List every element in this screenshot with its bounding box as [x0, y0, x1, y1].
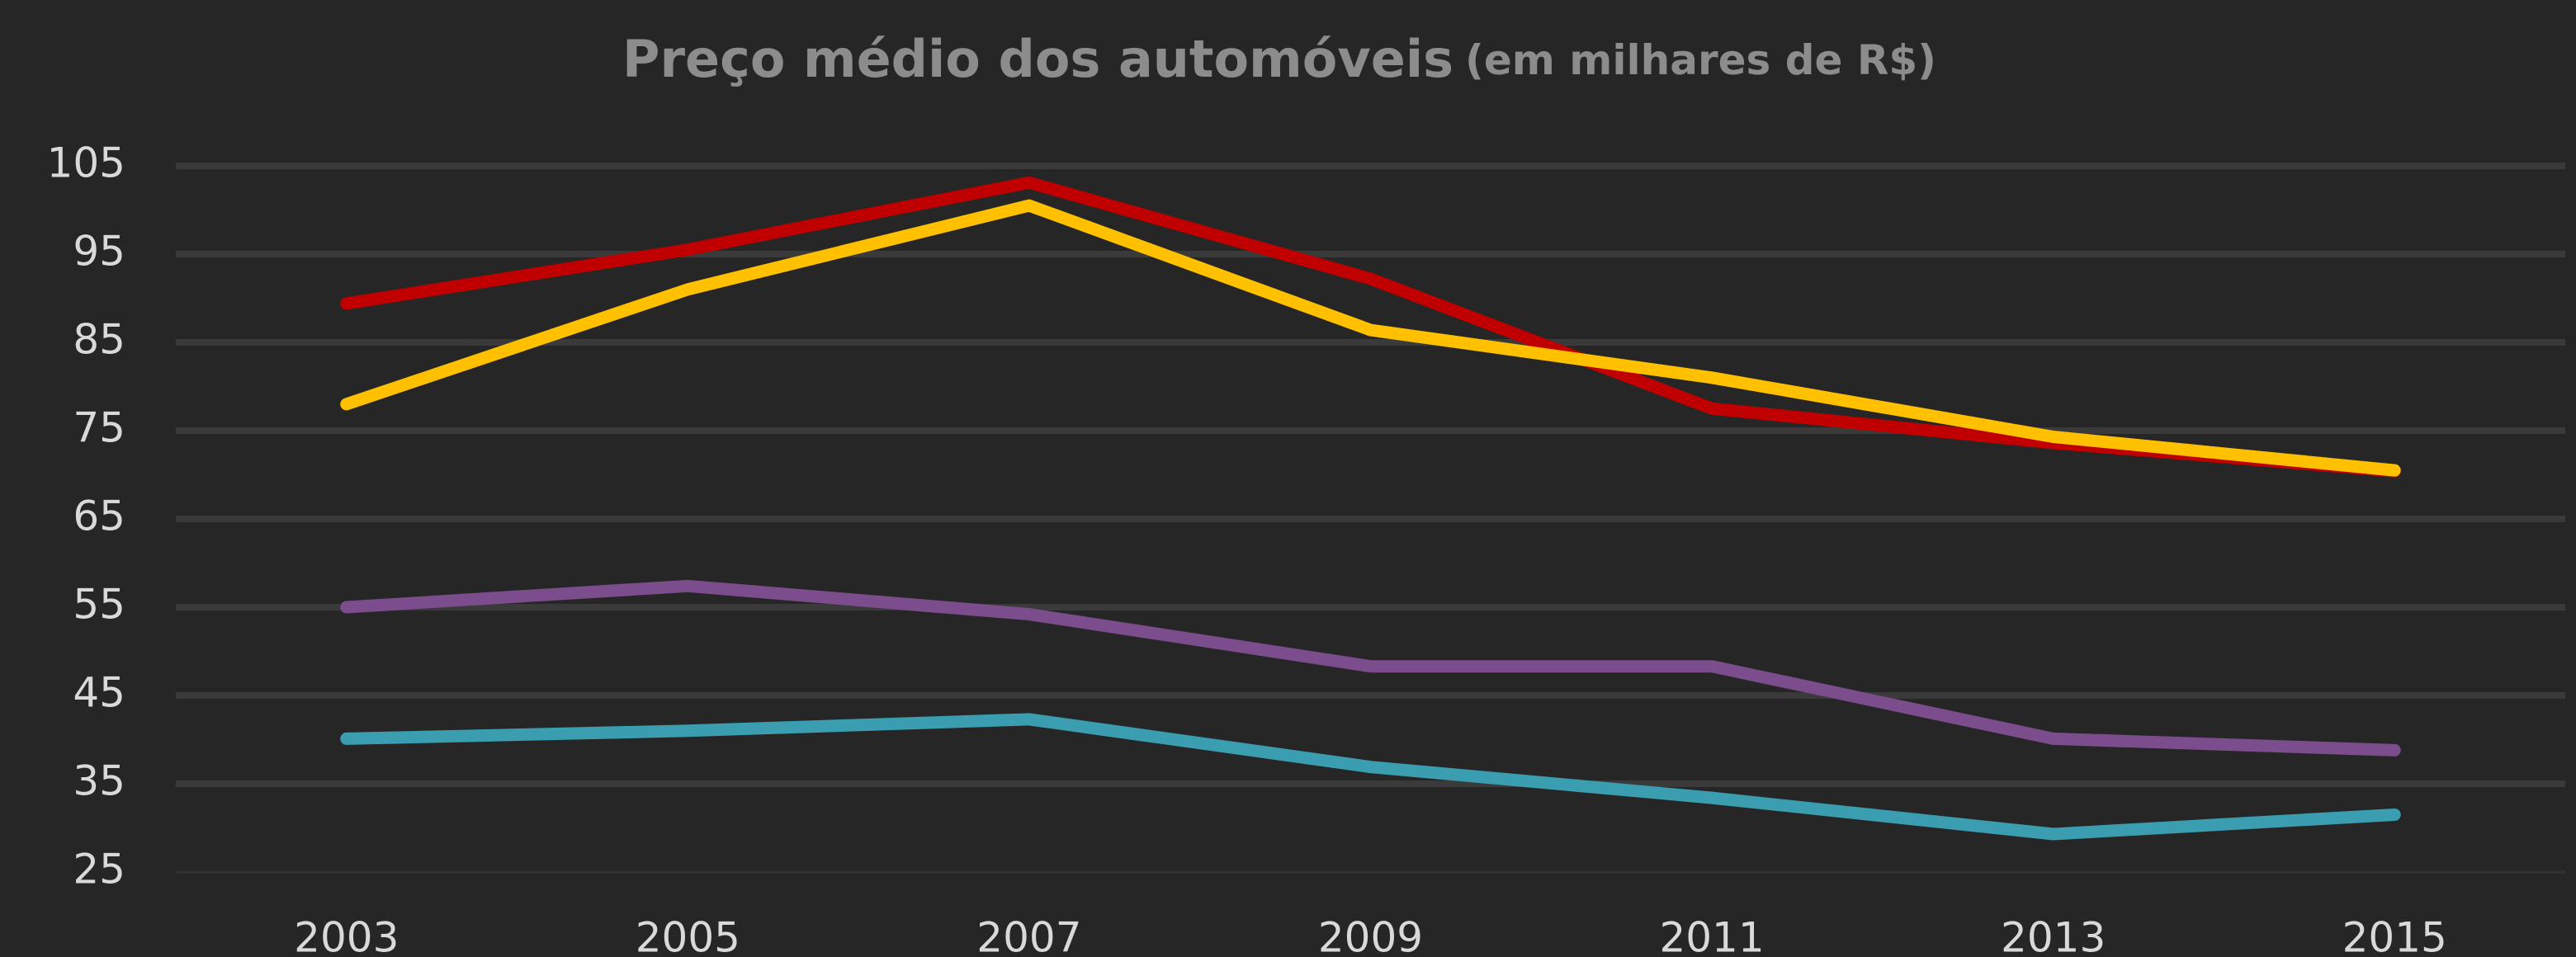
x-tick-label: 2005	[636, 914, 740, 957]
series-line	[340, 199, 2401, 477]
y-tick-label: 45	[73, 669, 125, 717]
y-tick-label: 85	[73, 316, 125, 364]
x-tick-label: 2003	[294, 914, 399, 957]
series-line	[340, 579, 2401, 757]
x-tick-label: 2013	[2001, 914, 2106, 957]
y-tick-label: 55	[73, 581, 125, 629]
y-tick-label: 95	[73, 228, 125, 276]
x-tick-label: 2009	[1318, 914, 1423, 957]
y-tick-label: 105	[47, 139, 125, 187]
y-tick-label: 35	[73, 757, 125, 805]
x-tick-label: 2015	[2342, 914, 2447, 957]
x-tick-label: 2007	[976, 914, 1081, 957]
chart-title: Preço médio dos automóveis	[622, 29, 1453, 89]
series-line	[340, 713, 2401, 841]
x-tick-label: 2011	[1659, 914, 1764, 957]
chart-title-group: Preço médio dos automóveis (em milhares d…	[622, 29, 1936, 89]
y-tick-label: 75	[73, 404, 125, 452]
chart-subtitle: (em milhares de R$)	[1465, 36, 1936, 84]
y-tick-label: 65	[73, 493, 125, 540]
y-tick-label: 25	[73, 846, 125, 893]
